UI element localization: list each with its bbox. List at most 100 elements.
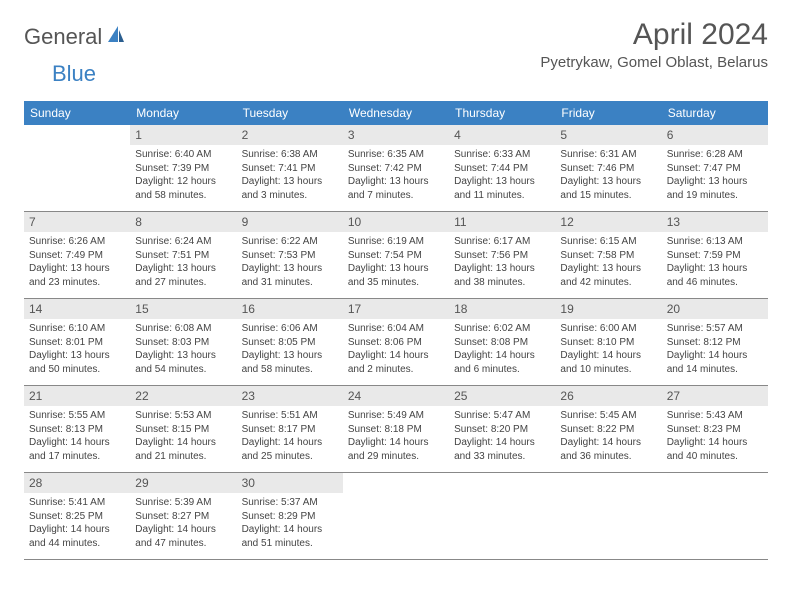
daylight2-text: and 27 minutes. [135,276,231,290]
daylight1-text: Daylight: 13 hours [454,262,550,276]
sunrise-text: Sunrise: 6:35 AM [348,148,444,162]
day-number: 3 [343,125,449,145]
day-cell: 21Sunrise: 5:55 AMSunset: 8:13 PMDayligh… [24,386,130,472]
day-number: 15 [130,299,236,319]
sunset-text: Sunset: 8:20 PM [454,423,550,437]
daylight1-text: Daylight: 14 hours [135,436,231,450]
daylight1-text: Daylight: 13 hours [560,175,656,189]
daylight1-text: Daylight: 14 hours [348,349,444,363]
day-body: Sunrise: 6:08 AMSunset: 8:03 PMDaylight:… [130,319,236,381]
sunset-text: Sunset: 8:15 PM [135,423,231,437]
daylight2-text: and 46 minutes. [667,276,763,290]
day-body: Sunrise: 6:04 AMSunset: 8:06 PMDaylight:… [343,319,449,381]
day-body: Sunrise: 6:15 AMSunset: 7:58 PMDaylight:… [555,232,661,294]
sunrise-text: Sunrise: 6:31 AM [560,148,656,162]
day-cell: 5 Sunrise: 6:31 AMSunset: 7:46 PMDaylight… [555,125,661,211]
sunrise-text: Sunrise: 5:37 AM [242,496,338,510]
daylight1-text: Daylight: 13 hours [242,262,338,276]
day-body: Sunrise: 5:45 AMSunset: 8:22 PMDaylight:… [555,406,661,468]
daylight1-text: Daylight: 14 hours [135,523,231,537]
day-header-tuesday: Tuesday [237,101,343,125]
day-body: Sunrise: 5:51 AMSunset: 8:17 PMDaylight:… [237,406,343,468]
sunset-text: Sunset: 7:56 PM [454,249,550,263]
daylight1-text: Daylight: 13 hours [29,349,125,363]
day-cell: 20Sunrise: 5:57 AMSunset: 8:12 PMDayligh… [662,299,768,385]
sunset-text: Sunset: 7:49 PM [29,249,125,263]
day-cell: 24Sunrise: 5:49 AMSunset: 8:18 PMDayligh… [343,386,449,472]
day-body: Sunrise: 6:00 AMSunset: 8:10 PMDaylight:… [555,319,661,381]
daylight2-text: and 44 minutes. [29,537,125,551]
sunset-text: Sunset: 8:22 PM [560,423,656,437]
sunrise-text: Sunrise: 6:38 AM [242,148,338,162]
sunset-text: Sunset: 7:54 PM [348,249,444,263]
daylight2-text: and 10 minutes. [560,363,656,377]
sunset-text: Sunset: 7:47 PM [667,162,763,176]
day-body: Sunrise: 6:40 AMSunset: 7:39 PMDaylight:… [130,145,236,207]
daylight1-text: Daylight: 14 hours [454,349,550,363]
daylight1-text: Daylight: 14 hours [348,436,444,450]
empty-cell [24,125,130,211]
day-number: 23 [237,386,343,406]
daylight1-text: Daylight: 13 hours [454,175,550,189]
sunrise-text: Sunrise: 6:40 AM [135,148,231,162]
sunrise-text: Sunrise: 5:45 AM [560,409,656,423]
month-title: April 2024 [540,18,768,52]
daylight1-text: Daylight: 14 hours [242,436,338,450]
day-cell: 29Sunrise: 5:39 AMSunset: 8:27 PMDayligh… [130,473,236,559]
day-header-monday: Monday [130,101,236,125]
sunset-text: Sunset: 8:25 PM [29,510,125,524]
daylight1-text: Daylight: 13 hours [667,175,763,189]
day-cell: 19Sunrise: 6:00 AMSunset: 8:10 PMDayligh… [555,299,661,385]
day-cell: 26Sunrise: 5:45 AMSunset: 8:22 PMDayligh… [555,386,661,472]
daylight2-text: and 42 minutes. [560,276,656,290]
week-row: 28Sunrise: 5:41 AMSunset: 8:25 PMDayligh… [24,473,768,560]
day-number: 5 [555,125,661,145]
day-cell: 14Sunrise: 6:10 AMSunset: 8:01 PMDayligh… [24,299,130,385]
daylight2-text: and 58 minutes. [242,363,338,377]
day-number: 4 [449,125,555,145]
sunrise-text: Sunrise: 6:22 AM [242,235,338,249]
sunrise-text: Sunrise: 6:06 AM [242,322,338,336]
day-body: Sunrise: 5:39 AMSunset: 8:27 PMDaylight:… [130,493,236,555]
daylight2-text: and 58 minutes. [135,189,231,203]
daylight1-text: Daylight: 13 hours [348,262,444,276]
sunset-text: Sunset: 8:06 PM [348,336,444,350]
day-number: 18 [449,299,555,319]
sunrise-text: Sunrise: 5:43 AM [667,409,763,423]
day-cell: 23Sunrise: 5:51 AMSunset: 8:17 PMDayligh… [237,386,343,472]
daylight1-text: Daylight: 13 hours [135,349,231,363]
daylight2-text: and 47 minutes. [135,537,231,551]
week-row: 1Sunrise: 6:40 AMSunset: 7:39 PMDaylight… [24,125,768,212]
empty-cell [555,473,661,559]
day-body: Sunrise: 5:37 AMSunset: 8:29 PMDaylight:… [237,493,343,555]
daylight1-text: Daylight: 13 hours [667,262,763,276]
sunset-text: Sunset: 7:46 PM [560,162,656,176]
daylight1-text: Daylight: 13 hours [242,349,338,363]
daylight2-text: and 14 minutes. [667,363,763,377]
day-cell: 22Sunrise: 5:53 AMSunset: 8:15 PMDayligh… [130,386,236,472]
day-body: Sunrise: 5:57 AMSunset: 8:12 PMDaylight:… [662,319,768,381]
day-cell: 9Sunrise: 6:22 AMSunset: 7:53 PMDaylight… [237,212,343,298]
day-body: Sunrise: 6:33 AMSunset: 7:44 PMDaylight:… [449,145,555,207]
daylight2-text: and 33 minutes. [454,450,550,464]
day-cell: 11Sunrise: 6:17 AMSunset: 7:56 PMDayligh… [449,212,555,298]
day-number: 12 [555,212,661,232]
sunrise-text: Sunrise: 6:19 AM [348,235,444,249]
sunrise-text: Sunrise: 6:13 AM [667,235,763,249]
day-body: Sunrise: 5:47 AMSunset: 8:20 PMDaylight:… [449,406,555,468]
daylight1-text: Daylight: 14 hours [667,436,763,450]
sunrise-text: Sunrise: 6:17 AM [454,235,550,249]
sunset-text: Sunset: 8:27 PM [135,510,231,524]
sunrise-text: Sunrise: 6:26 AM [29,235,125,249]
day-body: Sunrise: 5:49 AMSunset: 8:18 PMDaylight:… [343,406,449,468]
daylight1-text: Daylight: 14 hours [29,436,125,450]
day-body: Sunrise: 6:13 AMSunset: 7:59 PMDaylight:… [662,232,768,294]
day-header-friday: Friday [555,101,661,125]
daylight2-text: and 19 minutes. [667,189,763,203]
day-body: Sunrise: 5:43 AMSunset: 8:23 PMDaylight:… [662,406,768,468]
day-number: 26 [555,386,661,406]
daylight2-text: and 29 minutes. [348,450,444,464]
day-header-saturday: Saturday [662,101,768,125]
daylight1-text: Daylight: 14 hours [560,436,656,450]
weeks-container: 1Sunrise: 6:40 AMSunset: 7:39 PMDaylight… [24,125,768,560]
